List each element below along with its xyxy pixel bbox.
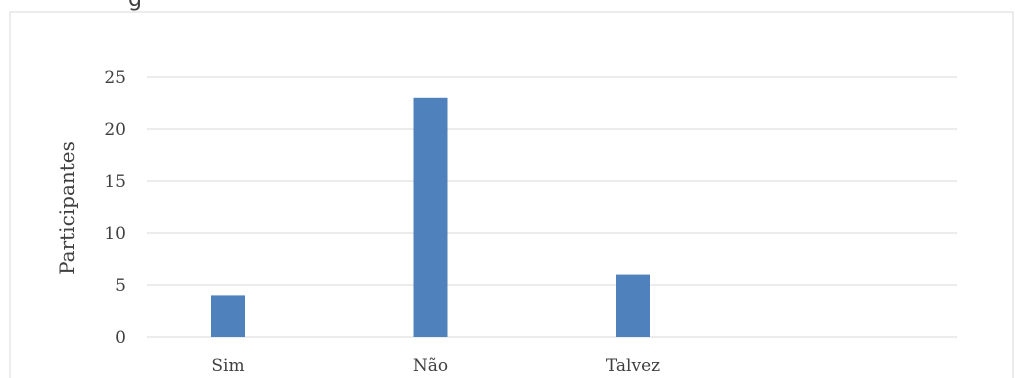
gridlines (147, 76, 957, 338)
x-tick-label: Não (413, 356, 448, 376)
bar (616, 274, 650, 337)
x-tick-labels: Sim Não Talvez (211, 356, 660, 376)
y-tick-label: 5 (115, 276, 126, 296)
y-axis-title: Participantes (55, 141, 79, 275)
bar (211, 295, 245, 337)
cut-header-text: g (128, 0, 142, 12)
y-tick-label: 15 (104, 172, 126, 192)
bar (413, 97, 448, 337)
y-tick-label: 20 (104, 120, 126, 140)
bars (211, 97, 650, 337)
x-tick-label: Talvez (606, 356, 660, 376)
y-tick-label: 10 (104, 224, 126, 244)
chart-frame (9, 11, 1014, 378)
y-tick-label: 0 (115, 328, 126, 348)
y-tick-label: 25 (104, 68, 126, 88)
x-tick-label: Sim (211, 356, 244, 376)
y-tick-labels: 0 5 10 15 20 25 (104, 68, 126, 348)
